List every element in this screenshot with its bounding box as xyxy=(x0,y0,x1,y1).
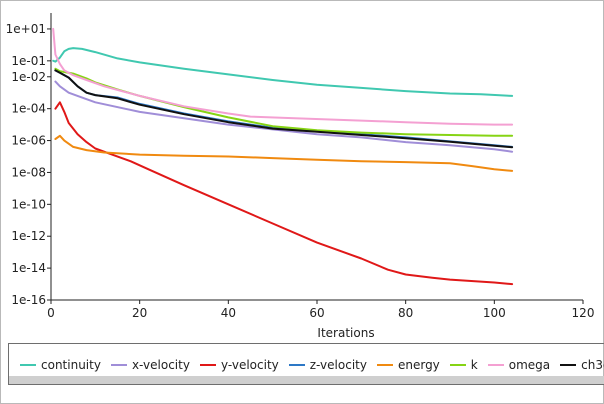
legend-label: y-velocity xyxy=(220,358,279,372)
legend-label: z-velocity xyxy=(309,358,367,372)
legend-swatch xyxy=(560,364,577,366)
series-line-k xyxy=(54,67,514,137)
series-line-ch3oh xyxy=(54,69,514,149)
legend-swatch xyxy=(199,364,216,366)
series-line-omega xyxy=(52,27,514,126)
legend-items: continuity x-velocity y-velocity z-velocity… xyxy=(20,358,604,372)
tick-labels: 0 20 40 60 80 100 120 1e+01 1e-01 1e-02 1e-04 1e-06… xyxy=(6,22,595,320)
legend-item[interactable]: ch3oh xyxy=(560,358,604,372)
y-tick-label: 1e-16 xyxy=(11,293,46,307)
x-tick-label: 120 xyxy=(572,306,595,320)
legend-scrollbar[interactable] xyxy=(9,376,604,384)
series-line-x-velocity xyxy=(54,80,514,153)
legend-swatch xyxy=(20,364,36,366)
legend-label: energy xyxy=(397,358,440,372)
legend-item[interactable]: continuity xyxy=(20,358,101,372)
x-tick-label: 40 xyxy=(221,306,236,320)
legend-swatch xyxy=(288,364,305,366)
y-tick-label: 1e-01 xyxy=(11,54,46,68)
residuals-chart: 0 20 40 60 80 100 120 1e+01 1e-01 1e-02 1e-04 1e-06… xyxy=(6,13,595,340)
legend-swatch xyxy=(376,364,393,366)
y-tick-label: 1e-08 xyxy=(11,165,46,179)
x-tick-label: 60 xyxy=(309,306,324,320)
legend-item[interactable]: x-velocity xyxy=(110,358,190,372)
series-line-energy xyxy=(54,134,514,172)
x-tick-label: 20 xyxy=(132,306,147,320)
legend-item[interactable]: energy xyxy=(376,358,440,372)
y-tick-label: 1e-10 xyxy=(11,197,46,211)
y-tick-label: 1e-12 xyxy=(11,229,46,243)
plot-lines xyxy=(52,27,514,286)
legend-label: continuity xyxy=(41,358,101,372)
series-line-y-velocity xyxy=(54,101,514,286)
x-tick-label: 80 xyxy=(398,306,413,320)
x-tick-label: 100 xyxy=(483,306,506,320)
legend-label: ch3oh xyxy=(581,358,604,372)
y-tick-label: 1e-06 xyxy=(11,134,46,148)
legend-label: k xyxy=(470,358,478,372)
legend-label: omega xyxy=(508,358,551,372)
legend-swatch xyxy=(487,364,504,366)
axes xyxy=(47,13,584,304)
series-line-continuity xyxy=(52,47,514,97)
legend-swatch xyxy=(110,364,127,366)
x-axis-title: Iterations xyxy=(317,326,374,340)
y-tick-label: 1e+01 xyxy=(6,22,46,36)
legend-item[interactable]: y-velocity xyxy=(199,358,279,372)
legend: continuity x-velocity y-velocity z-velocity… xyxy=(8,343,604,385)
x-tick-label: 0 xyxy=(47,306,55,320)
y-tick-label: 1e-14 xyxy=(11,261,46,275)
legend-item[interactable]: k xyxy=(449,358,478,372)
legend-item[interactable]: omega xyxy=(487,358,551,372)
legend-item[interactable]: z-velocity xyxy=(288,358,367,372)
y-tick-label: 1e-04 xyxy=(11,102,46,116)
legend-swatch xyxy=(449,364,466,366)
legend-label: x-velocity xyxy=(131,358,190,372)
y-tick-label: 1e-02 xyxy=(11,70,46,84)
